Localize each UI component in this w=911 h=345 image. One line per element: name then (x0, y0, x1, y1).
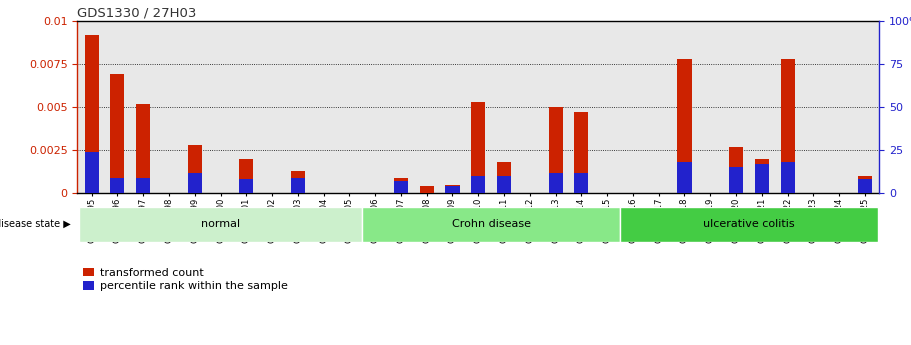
Bar (678, 162, 691, 193)
Bar (858, 176, 872, 193)
Legend: transformed count, percentile rank within the sample: transformed count, percentile rank withi… (83, 268, 288, 291)
Bar (781, 162, 794, 193)
Bar (445, 186, 459, 193)
Bar (497, 176, 511, 193)
Bar (85, 34, 98, 193)
Bar (136, 104, 150, 193)
Text: Crohn disease: Crohn disease (452, 219, 531, 229)
Bar (78, 207, 363, 242)
Bar (729, 147, 743, 193)
Text: ulcerative colitis: ulcerative colitis (703, 219, 794, 229)
Bar (420, 186, 434, 193)
Bar (240, 159, 253, 193)
Bar (471, 176, 486, 193)
Bar (729, 167, 743, 193)
Text: normal: normal (201, 219, 241, 229)
Bar (678, 59, 691, 193)
Bar (394, 181, 408, 193)
Bar (497, 162, 511, 193)
Bar (471, 102, 486, 193)
Bar (781, 59, 794, 193)
Bar (110, 178, 125, 193)
Bar (574, 112, 589, 193)
Bar (754, 164, 769, 193)
Bar (548, 107, 563, 193)
Bar (188, 145, 202, 193)
Bar (136, 178, 150, 193)
Text: GDS1330 / 27H03: GDS1330 / 27H03 (77, 7, 197, 20)
Bar (188, 172, 202, 193)
Bar (240, 179, 253, 193)
Bar (291, 178, 305, 193)
Bar (85, 152, 98, 193)
Bar (548, 172, 563, 193)
Bar (754, 159, 769, 193)
Bar (110, 74, 125, 193)
Bar (291, 171, 305, 193)
Bar (445, 185, 459, 193)
Bar (858, 179, 872, 193)
Bar (394, 178, 408, 193)
Bar (574, 172, 589, 193)
Bar (620, 207, 878, 242)
Text: disease state ▶: disease state ▶ (0, 219, 71, 229)
Bar (363, 207, 620, 242)
